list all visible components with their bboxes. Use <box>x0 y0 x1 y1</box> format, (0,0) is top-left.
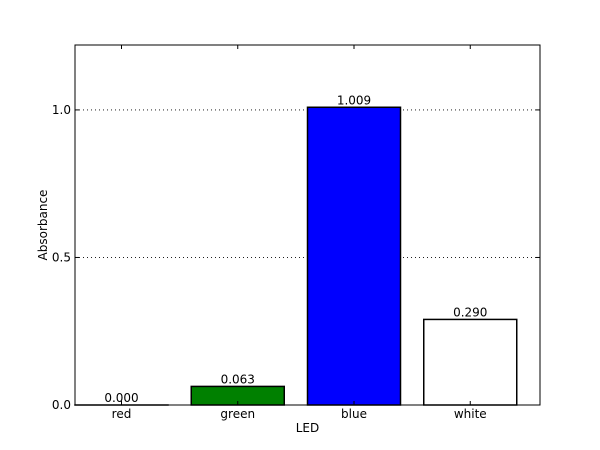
x-tick-label-blue: blue <box>341 407 367 421</box>
bar-white <box>423 318 518 406</box>
x-tick-label-red: red <box>112 407 132 421</box>
bar-value-label-green: 0.063 <box>221 372 255 386</box>
bar-value-label-red: 0.000 <box>104 391 138 405</box>
y-axis-ticks: 0.0 0.5 1.0 <box>52 103 540 412</box>
bar-value-label-blue: 1.009 <box>337 93 371 107</box>
x-axis-ticks: red green blue white <box>112 45 487 421</box>
x-axis-label: LED <box>296 421 320 435</box>
y-tick-label: 1.0 <box>52 103 71 117</box>
y-tick-label: 0.5 <box>52 250 71 264</box>
y-axis-label: Absorbance <box>36 190 50 261</box>
bar-blue <box>306 106 402 406</box>
x-tick-label-green: green <box>220 407 255 421</box>
bar-value-labels: 0.000 0.063 1.009 0.290 <box>104 93 487 405</box>
bar-value-label-white: 0.290 <box>453 305 487 319</box>
plot-frame <box>74 44 541 406</box>
x-tick-label-white: white <box>454 407 487 421</box>
y-tick-label: 0.0 <box>52 398 71 412</box>
